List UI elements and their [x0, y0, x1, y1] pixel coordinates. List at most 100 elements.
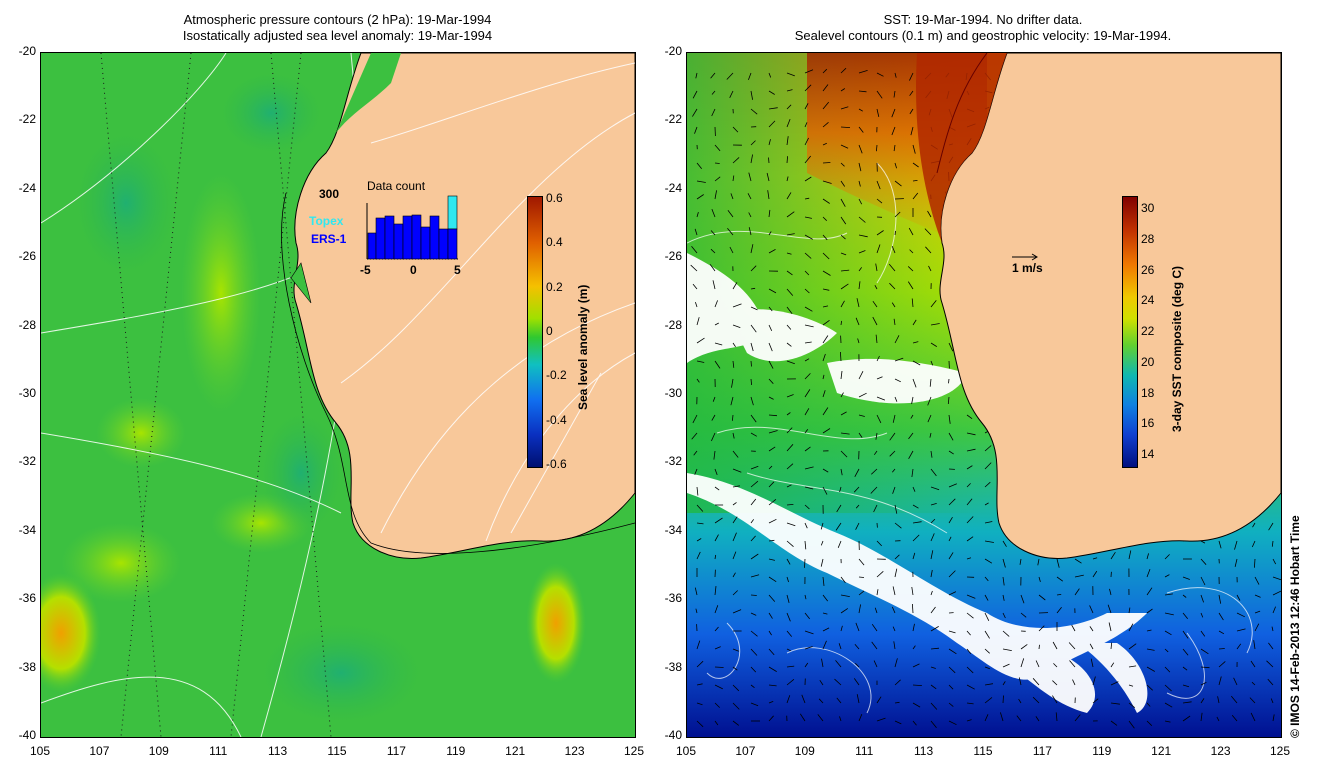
velocity-arrow [786, 104, 792, 110]
velocity-arrow [750, 630, 758, 637]
velocity-arrow [804, 373, 811, 380]
velocity-arrow [767, 190, 770, 200]
velocity-arrow [858, 234, 868, 238]
velocity-arrow [1090, 658, 1094, 668]
lon-tick: 117 [386, 744, 406, 758]
velocity-arrow [871, 623, 878, 632]
velocity-arrow [1182, 648, 1189, 656]
velocity-arrow [912, 645, 916, 650]
right-colorbar [1122, 196, 1138, 468]
velocity-arrow [804, 306, 813, 312]
velocity-arrow [786, 252, 792, 255]
velocity-arrow [858, 414, 865, 417]
velocity-arrow [696, 317, 700, 326]
velocity-arrow [927, 414, 932, 423]
velocity-arrow [1164, 630, 1172, 636]
velocity-arrow [858, 392, 867, 398]
velocity-arrow [948, 450, 954, 455]
velocity-arrow [907, 266, 914, 272]
velocity-arrow [930, 468, 937, 477]
velocity-arrow [822, 270, 831, 276]
velocity-arrow [1038, 594, 1046, 601]
velocity-arrow [840, 351, 842, 362]
velocity-arrow [1218, 630, 1225, 635]
velocity-arrow [695, 608, 698, 614]
velocity-arrow [786, 665, 795, 668]
lon-tick: 105 [29, 744, 51, 758]
velocity-arrow [786, 89, 793, 92]
velocity-arrow [822, 142, 827, 146]
velocity-arrow [856, 298, 860, 308]
velocity-arrow [966, 498, 973, 506]
velocity-arrow [984, 630, 990, 639]
lat-tick: -38 [664, 659, 682, 674]
velocity-arrow [858, 126, 864, 133]
velocity-arrow [768, 90, 775, 95]
velocity-arrow [984, 481, 991, 488]
velocity-arrow [822, 468, 829, 473]
velocity-arrow [875, 432, 878, 440]
velocity-arrow [876, 355, 880, 362]
velocity-arrow [804, 288, 810, 294]
velocity-arrow [750, 396, 754, 406]
left-map-plot[interactable]: Data count 300 Topex ERS-1 -5 0 5 [40, 52, 636, 738]
velocity-arrow [1217, 696, 1220, 704]
velocity-arrow [768, 558, 775, 561]
data-count-xlabel-0: 0 [410, 263, 417, 277]
velocity-arrow [804, 341, 812, 344]
velocity-arrow [1037, 558, 1040, 566]
velocity-arrow [786, 118, 791, 128]
velocity-arrow [804, 324, 814, 328]
velocity-arrow [768, 498, 777, 506]
velocity-arrow [691, 432, 698, 440]
lon-tick: 105 [675, 744, 697, 758]
velocity-arrow [1268, 522, 1274, 531]
velocity-arrow [714, 190, 717, 200]
velocity-arrow [768, 139, 771, 146]
velocity-arrow [894, 568, 898, 578]
lon-tick: 111 [209, 744, 228, 758]
velocity-arrow [911, 396, 914, 405]
velocity-arrow [804, 252, 812, 259]
velocity-arrow [822, 101, 830, 110]
velocity-arrow [872, 300, 878, 308]
velocity-arrow [750, 378, 752, 386]
velocity-arrow [768, 306, 773, 312]
velocity-arrow [858, 108, 864, 112]
velocity-arrow [786, 270, 793, 276]
velocity-arrow [1236, 594, 1241, 601]
velocity-arrow [858, 432, 863, 438]
right-map-plot[interactable]: 1 m/s [686, 52, 1282, 738]
velocity-arrow [854, 468, 860, 477]
velocity-arrow [1056, 606, 1062, 614]
velocity-arrow [1128, 550, 1132, 560]
velocity-arrow [768, 446, 776, 452]
velocity-arrow [714, 360, 721, 369]
velocity-arrow [693, 450, 698, 456]
velocity-arrow [948, 648, 957, 655]
velocity-arrow [835, 522, 842, 531]
velocity-arrow [786, 136, 789, 146]
velocity-arrow [786, 594, 790, 604]
velocity-arrow [857, 338, 860, 344]
velocity-arrow [714, 468, 718, 476]
velocity-arrow [713, 450, 716, 460]
velocity-arrow [912, 552, 916, 560]
lon-tick: 119 [1092, 744, 1112, 758]
velocity-arrow [1071, 624, 1076, 632]
velocity-arrow [786, 306, 793, 315]
velocity-arrow [911, 468, 914, 478]
velocity-arrow [711, 90, 716, 95]
velocity-arrow [768, 120, 776, 128]
velocity-arrow [714, 605, 719, 614]
velocity-arrow [1072, 679, 1076, 686]
velocity-arrow [948, 720, 957, 726]
velocity-arrow [840, 162, 845, 167]
velocity-arrow [750, 465, 759, 470]
velocity-arrow [1267, 678, 1274, 686]
velocity-arrow [930, 666, 936, 669]
lat-tick: -36 [664, 591, 682, 606]
velocity-arrow [925, 246, 932, 254]
velocity-arrow [804, 216, 812, 219]
velocity-arrow [912, 192, 919, 200]
